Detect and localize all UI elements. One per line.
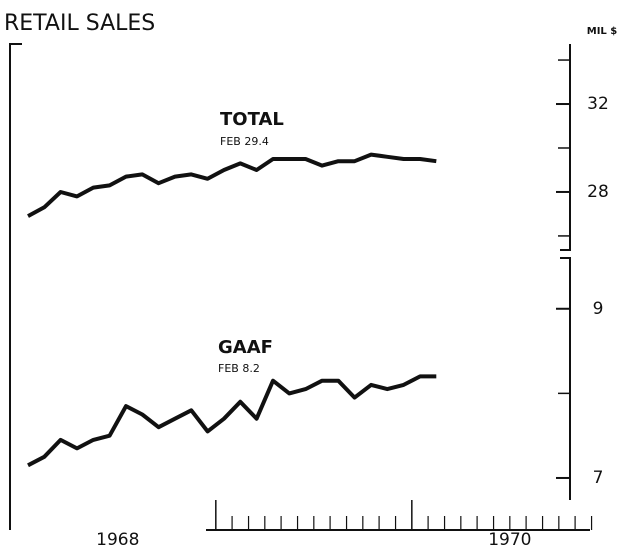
y-axis-unit: MIL $ (587, 26, 618, 37)
right-axis (560, 44, 571, 500)
series-label: GAAF (218, 337, 273, 358)
x-tick-label: 1970 (488, 530, 531, 549)
y-tick-label: 28 (587, 182, 609, 202)
data-line (27, 374, 437, 468)
y-tick-label: 9 (593, 299, 604, 319)
chart-title: RETAIL SALES (4, 11, 155, 36)
y-tick-label: 7 (593, 468, 604, 488)
series-label: TOTAL (220, 109, 284, 130)
x-tick-label: 1968 (96, 530, 139, 549)
data-line (27, 152, 437, 218)
y-tick-label: 32 (587, 94, 609, 114)
annotation: FEB 29.4 (220, 135, 269, 148)
left-frame (9, 43, 22, 530)
annotation: FEB 8.2 (218, 362, 260, 375)
